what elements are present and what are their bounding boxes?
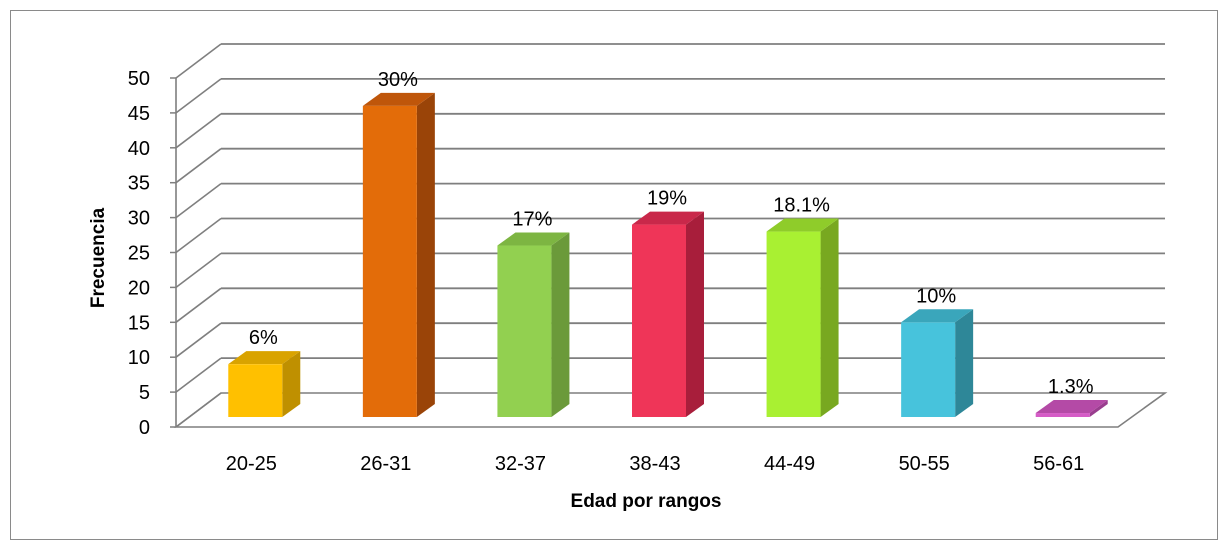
bar-group-50-55 xyxy=(901,309,974,417)
x-tick-label: 44-49 xyxy=(764,453,815,475)
y-tick-label: 0 xyxy=(139,417,150,439)
x-tick-label: 26-31 xyxy=(360,453,411,475)
y-tick-label: 30 xyxy=(128,208,150,230)
y-tick-label: 15 xyxy=(128,312,150,334)
data-label: 18.1% xyxy=(773,195,830,217)
bar-group-32-37 xyxy=(497,232,570,417)
data-label: 10% xyxy=(916,285,956,307)
y-tick-label: 5 xyxy=(139,382,150,404)
bar xyxy=(632,224,686,417)
gridline-diagonal xyxy=(175,78,222,114)
bar-side xyxy=(551,232,570,417)
bar-side xyxy=(416,92,435,418)
x-tick-label: 50-55 xyxy=(899,453,950,475)
bar-top xyxy=(228,351,301,365)
bar-group-38-43 xyxy=(632,211,704,417)
bar xyxy=(497,245,552,417)
bar-group-20-25 xyxy=(228,351,301,417)
bar-group-56-61 xyxy=(1035,400,1108,417)
gridline-diagonal xyxy=(175,182,222,219)
bar xyxy=(901,322,956,417)
bar-side xyxy=(686,211,704,417)
bar-top xyxy=(1035,400,1108,414)
x-tick-label: 38-43 xyxy=(629,453,680,475)
data-label: 30% xyxy=(378,69,418,91)
gridline-diagonal xyxy=(175,322,222,358)
bar xyxy=(1035,413,1090,417)
x-tick-label: 32-37 xyxy=(495,453,546,475)
bar xyxy=(228,364,283,417)
y-tick-label: 20 xyxy=(128,277,150,299)
gridline-diagonal xyxy=(175,113,222,149)
bar-side xyxy=(955,309,974,417)
bar-side xyxy=(1089,400,1108,417)
data-label: 1.3% xyxy=(1048,376,1094,398)
gridline-diagonal xyxy=(175,217,222,254)
gridline-diagonal xyxy=(175,287,222,323)
bar-side xyxy=(282,351,301,417)
bar-top xyxy=(766,218,839,232)
x-tick-label: 56-61 xyxy=(1033,453,1084,475)
x-tick-label: 20-25 xyxy=(226,453,277,475)
y-tick-label: 35 xyxy=(128,173,150,195)
y-tick-label: 10 xyxy=(128,347,150,369)
bar xyxy=(362,105,417,418)
y-tick-label: 25 xyxy=(128,243,150,265)
bar-top xyxy=(632,211,704,225)
x-axis-title: Edad por rangos xyxy=(571,491,722,512)
bar-side xyxy=(820,218,839,417)
bar xyxy=(766,231,821,417)
data-label: 19% xyxy=(647,188,687,210)
bars-layer xyxy=(228,92,1108,418)
gridline-diagonal xyxy=(175,148,222,184)
gridline-diagonal xyxy=(175,43,222,79)
gridline-diagonal xyxy=(175,252,222,289)
bar-top xyxy=(901,309,974,323)
y-tick-label: 40 xyxy=(128,138,150,160)
bar-group-44-49 xyxy=(766,218,839,417)
bar-top xyxy=(362,92,435,106)
y-axis-title: Frecuencia xyxy=(88,207,109,308)
data-label: 6% xyxy=(249,327,278,349)
data-label: 17% xyxy=(512,209,552,231)
y-tick-label: 50 xyxy=(128,68,150,90)
bar-top xyxy=(497,232,570,246)
labels-layer: 6% 20-25 30% 26-31 17% 32-37 19% 38-43 18.1% 44-4… xyxy=(226,69,1094,475)
chart-floor xyxy=(173,392,1168,428)
gridline-diagonal xyxy=(175,357,222,393)
bar-group-26-31 xyxy=(362,92,435,418)
y-tick-label: 45 xyxy=(128,103,150,125)
chart-frame xyxy=(10,10,1218,540)
